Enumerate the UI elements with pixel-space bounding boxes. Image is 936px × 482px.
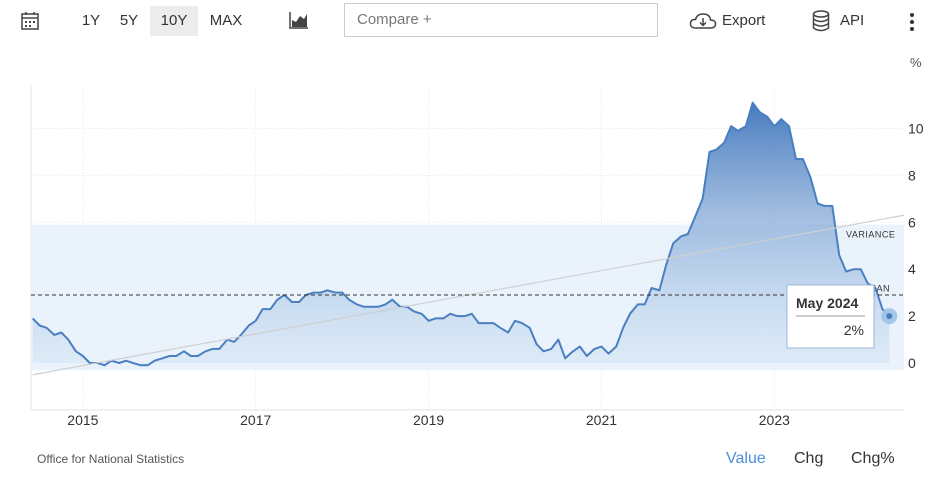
cloud-download-icon[interactable] (689, 12, 717, 30)
change-mode-tab[interactable]: Chg (794, 450, 824, 467)
range-1y-button[interactable]: 1Y (81, 12, 101, 29)
area-chart-type-icon[interactable] (289, 11, 309, 29)
more-options-icon[interactable] (908, 12, 916, 32)
variance-band (31, 224, 904, 371)
api-button[interactable]: API (840, 12, 865, 29)
y-tick-label: 8 (908, 167, 916, 183)
database-icon[interactable] (812, 10, 830, 32)
tooltip-date: May 2024 (796, 295, 858, 311)
x-tick-label: 2017 (240, 412, 271, 428)
variance-annotation: VARIANCE (846, 230, 895, 240)
y-tick-label: 6 (908, 214, 916, 230)
x-tick-label: 2023 (759, 412, 790, 428)
x-tick-label: 2015 (67, 412, 98, 428)
change-percent-mode-tab[interactable]: Chg% (851, 450, 895, 467)
range-10y-button[interactable]: 10Y (150, 6, 198, 36)
trend-line (32, 214, 904, 376)
series-line (31, 101, 891, 367)
x-tick-label: 2021 (586, 412, 617, 428)
calendar-icon[interactable] (21, 11, 39, 31)
last-point-halo (881, 308, 898, 325)
y-tick-label: 2 (908, 308, 916, 324)
data-source-label[interactable]: Office for National Statistics (37, 452, 185, 466)
tooltip-value: 2% (844, 322, 864, 338)
value-mode-tab[interactable]: Value (726, 450, 766, 467)
y-tick-label: 4 (908, 261, 916, 277)
last-point-marker (886, 313, 893, 320)
y-unit-label: % (910, 55, 922, 70)
compare-input[interactable]: Compare + (344, 3, 658, 37)
mean-annotation: MEAN (862, 283, 890, 293)
toolbar: 1Y 5Y 10Y MAX Compare + Export API (0, 0, 936, 44)
tooltip-box (786, 284, 875, 349)
series-area (32, 102, 890, 366)
y-tick-label: 0 (908, 355, 916, 371)
y-tick-label: 10 (908, 121, 924, 137)
export-button[interactable]: Export (722, 12, 766, 29)
range-5y-button[interactable]: 5Y (119, 12, 139, 29)
range-max-button[interactable]: MAX (209, 12, 243, 29)
x-tick-label: 2019 (413, 412, 444, 428)
